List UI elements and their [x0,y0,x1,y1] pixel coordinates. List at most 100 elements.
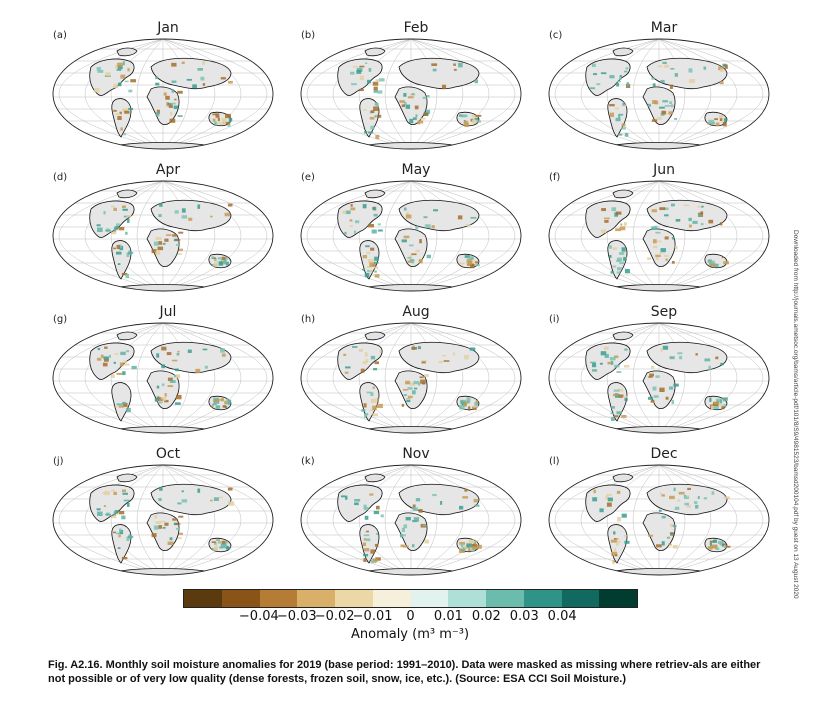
colorbar-tick-label: 0.01 [433,609,463,624]
anomaly-patch [181,499,188,503]
anomaly-patch [453,68,457,71]
anomaly-patch [419,117,426,120]
map-border [300,180,522,292]
map-border [52,322,274,434]
anomaly-patch [226,398,229,403]
anomaly-patch [364,548,370,552]
anomaly-patch [157,401,163,404]
anomaly-patch [674,506,680,510]
anomaly-patch [222,405,226,408]
anomaly-patch [411,93,415,95]
anomaly-patch [170,111,173,116]
anomaly-patch [613,355,619,358]
anomaly-patch [707,546,713,550]
continent-outline [116,331,138,341]
anomaly-patch [472,260,476,263]
anomaly-patch [400,534,406,537]
anomaly-patch [402,545,409,548]
anomaly-patch [703,497,708,500]
panel-letter: (d) [53,172,68,183]
anomaly-patch [624,398,628,401]
anomaly-patch [619,75,622,77]
anomaly-patch [175,528,181,530]
anomaly-patch [407,260,413,263]
anomaly-patch [723,496,730,499]
anomaly-patch [370,247,375,251]
anomaly-patch [616,411,622,415]
anomaly-patch [370,125,375,130]
anomaly-patch [202,348,208,351]
map-border [52,180,274,292]
anomaly-patch [659,492,662,495]
anomaly-patch [431,63,438,66]
anomaly-patch [351,83,357,86]
anomaly-patch [369,270,373,273]
anomaly-patch [661,110,667,115]
anomaly-patch [167,385,174,387]
anomaly-patch [117,64,123,70]
anomaly-patch [399,100,405,103]
anomaly-patch [344,231,347,235]
anomaly-patch [654,100,659,105]
anomaly-patch [97,69,104,73]
anomaly-patch [200,76,205,81]
anomaly-patch [622,102,625,106]
anomaly-patch [349,219,353,222]
anomaly-patch [443,360,450,362]
anomaly-patch [469,547,473,551]
anomaly-patch [96,357,102,361]
anomaly-patch [124,110,130,114]
anomaly-patch [610,539,617,543]
anomaly-patch [155,82,160,86]
anomaly-patch [470,264,475,269]
anomaly-patch [596,83,601,86]
colorbar-tick-label: −0.04 [238,609,279,624]
anomaly-patch [695,353,698,356]
colorbar-swatch [561,590,600,607]
anomaly-patch [611,551,618,557]
map-panel-sep: Sep (i) [543,304,785,436]
anomaly-patch [593,73,598,76]
panel-letter: (g) [53,314,68,325]
anomaly-patch [94,88,100,93]
anomaly-patch [375,102,379,108]
anomaly-patch [409,259,415,262]
colorbar-tick-label: 0 [406,609,415,624]
anomaly-patch [161,520,166,523]
anomaly-patch [405,104,411,109]
anomaly-patch [619,261,625,265]
anomaly-patch [362,204,367,209]
anomaly-patch [225,121,230,125]
anomaly-patch [352,346,358,348]
anomaly-patch [708,119,715,124]
anomaly-patch [156,385,160,389]
anomaly-patch [474,540,478,543]
anomaly-patch [368,67,372,72]
anomaly-patch [412,504,416,509]
anomaly-patch [474,117,479,121]
anomaly-patch [164,238,169,242]
anomaly-patch [688,224,692,228]
anomaly-patch [370,355,376,360]
anomaly-patch [647,257,652,260]
anomaly-patch [652,245,658,249]
anomaly-patch [413,517,419,522]
anomaly-patch [406,398,411,403]
anomaly-patch [723,261,729,265]
anomaly-patch [174,98,177,101]
anomaly-patch [350,203,353,207]
anomaly-patch [612,560,615,565]
anomaly-patch [626,82,630,87]
anomaly-patch [697,495,700,500]
anomaly-patch [96,67,101,71]
colorbar-tick-label: −0.01 [352,609,393,624]
continent-outline [116,47,138,57]
anomaly-patch [378,78,385,82]
anomaly-patch [415,498,421,502]
anomaly-patch [660,248,666,253]
anomaly-patch [414,105,419,110]
map-panel-feb: Feb (b) [295,20,537,152]
continent-outline [585,58,631,96]
anomaly-patch [664,105,671,107]
anomaly-patch [653,395,659,398]
